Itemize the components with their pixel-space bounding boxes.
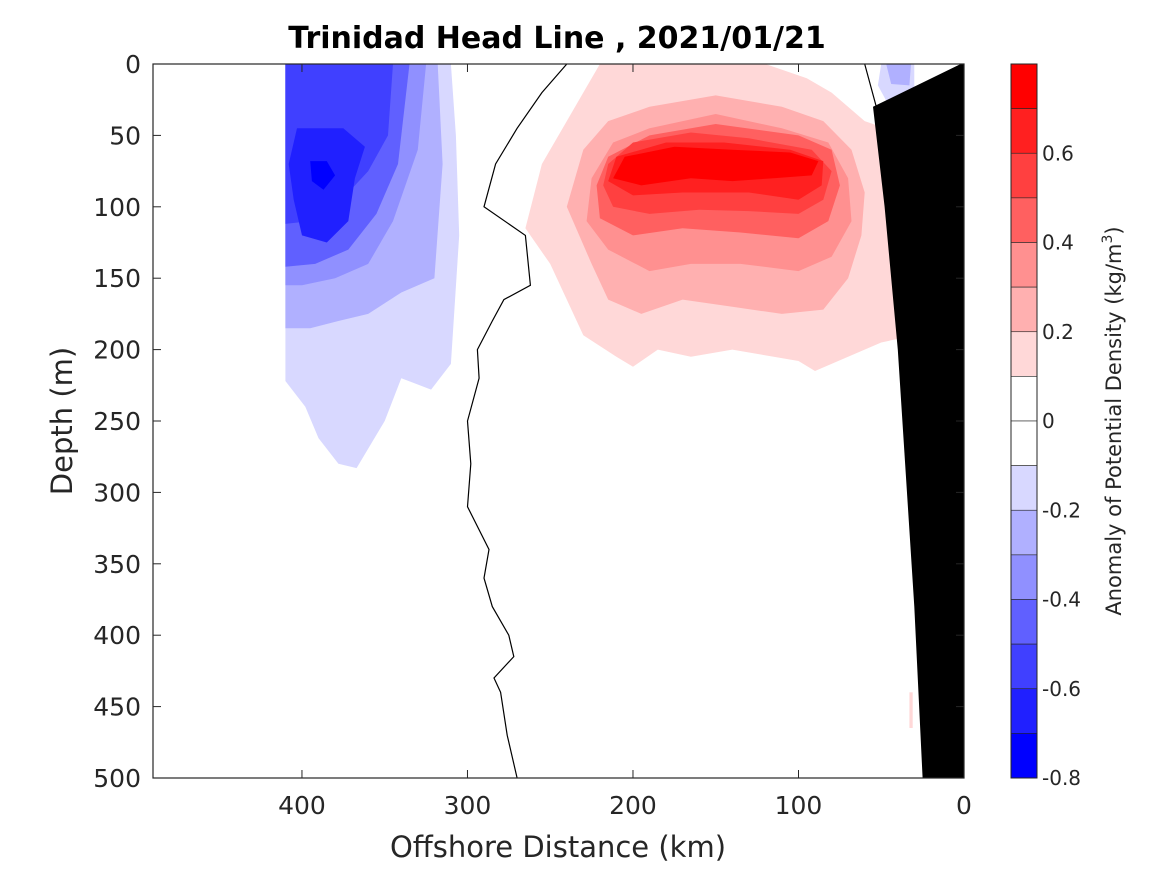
- y-tick-label: 200: [93, 336, 141, 365]
- colorbar-swatch: [1010, 152, 1038, 199]
- x-tick-label: 200: [609, 791, 657, 820]
- y-tick-label: 500: [93, 764, 141, 793]
- y-tick-label: 250: [93, 407, 141, 436]
- colorbar-label: Anomaly of Potential Density (kg/m3): [1100, 226, 1126, 615]
- y-tick-label: 150: [93, 264, 141, 293]
- colorbar-swatch: [1010, 599, 1038, 645]
- colorbar: 0.6 0.4 0.2 0 -0.2 -0.4 -0.6 -0.8 Anomaly of Po…: [1010, 63, 1126, 790]
- colorbar-swatches: [1010, 63, 1038, 779]
- colorbar-swatch: [1010, 331, 1038, 377]
- colorbar-tick-label: -0.2: [1042, 498, 1081, 522]
- contour-region-neg-0.7: [310, 161, 336, 190]
- y-tick-label: 450: [93, 693, 141, 722]
- y-tick-label: 50: [109, 121, 141, 150]
- colorbar-swatch: [1010, 509, 1038, 556]
- colorbar-swatch: [1010, 63, 1038, 109]
- colorbar-swatch: [1010, 420, 1038, 466]
- y-axis-label: Depth (m): [45, 347, 79, 495]
- colorbar-frame: [1010, 63, 1038, 779]
- x-axis-label: Offshore Distance (km): [390, 830, 726, 864]
- y-axis-ticks: 0 50 100 150 200 250 300 350 400 450 500: [93, 50, 964, 793]
- seafloor-bathymetry: [873, 64, 964, 778]
- contour-fills: [285, 64, 931, 728]
- colorbar-swatch: [1010, 242, 1038, 288]
- colorbar-swatch: [1010, 465, 1038, 511]
- y-tick-label: 400: [93, 621, 141, 650]
- colorbar-swatch: [1010, 376, 1038, 422]
- colorbar-tick-label: 0: [1042, 409, 1055, 433]
- colorbar-tick-label: -0.4: [1042, 588, 1081, 612]
- colorbar-swatch: [1010, 108, 1038, 154]
- x-tick-label: 300: [444, 791, 492, 820]
- colorbar-tick-label: -0.6: [1042, 677, 1081, 701]
- x-tick-label: 400: [278, 791, 326, 820]
- colorbar-ticks: 0.6 0.4 0.2 0 -0.2 -0.4 -0.6 -0.8: [1042, 141, 1081, 790]
- colorbar-tick-label: 0.4: [1042, 231, 1074, 255]
- colorbar-label-text: Anomaly of Potential Density: [1102, 311, 1126, 615]
- colorbar-unit-close: ): [1102, 226, 1126, 234]
- colorbar-tick-label: 0.6: [1042, 141, 1074, 165]
- x-tick-label: 100: [775, 791, 823, 820]
- colorbar-unit-exponent: 3: [1100, 235, 1116, 244]
- y-tick-label: 100: [93, 193, 141, 222]
- y-tick-label: 300: [93, 478, 141, 507]
- contour-region-pos-0.7: [613, 146, 819, 186]
- y-tick-label: 350: [93, 550, 141, 579]
- x-tick-label: 0: [956, 791, 972, 820]
- contour-region-small-patch: [909, 692, 913, 728]
- y-tick-label: 0: [125, 50, 141, 79]
- colorbar-swatch: [1010, 688, 1038, 734]
- x-axis-ticks: 400 300 200 100 0: [278, 64, 972, 820]
- colorbar-tick-label: 0.2: [1042, 320, 1074, 344]
- zero-contour-line: [466, 63, 568, 779]
- bathymetry-layer: [873, 64, 964, 778]
- colorbar-tick-label: -0.8: [1042, 766, 1081, 790]
- plot-area: 400 300 200 100 0 0 50 100 150 200 250 300 350 400 45…: [93, 50, 972, 820]
- chart-title: Trinidad Head Line , 2021/01/21: [288, 21, 825, 56]
- colorbar-swatch: [1010, 554, 1038, 600]
- colorbar-unit: (kg/m: [1102, 244, 1126, 305]
- colorbar-swatch: [1010, 733, 1038, 779]
- colorbar-swatch: [1010, 286, 1038, 333]
- colorbar-swatch: [1010, 643, 1038, 690]
- colorbar-swatch: [1010, 197, 1038, 243]
- contour-region-neg-0.2-b: [886, 64, 911, 86]
